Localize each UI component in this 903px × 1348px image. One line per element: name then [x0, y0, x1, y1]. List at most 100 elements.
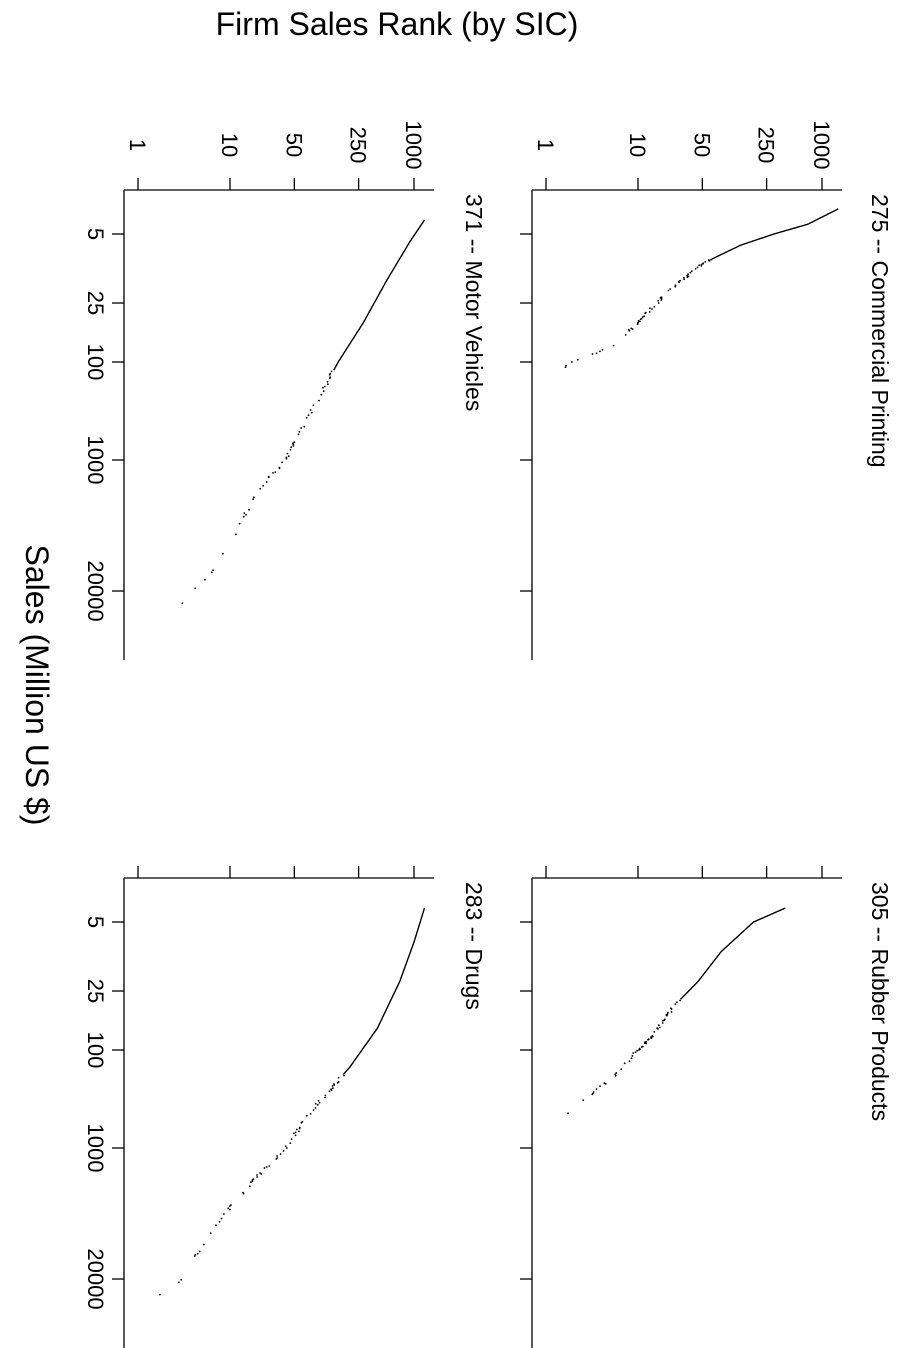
data-point: [630, 1057, 633, 1059]
data-point: [624, 334, 627, 336]
data-point: [220, 1217, 223, 1220]
data-point: [281, 461, 283, 464]
sales-tick-label: 5: [83, 916, 108, 928]
sales-tick-label: 100: [83, 1032, 108, 1069]
data-point: [276, 1155, 278, 1157]
data-point: [196, 1252, 199, 1255]
sales-tick-label: 1000: [83, 436, 108, 485]
data-point: [235, 533, 237, 536]
data-point: [700, 263, 703, 266]
data-point: [259, 1172, 261, 1174]
data-point: [698, 264, 701, 267]
data-point: [268, 1165, 271, 1167]
data-point: [314, 1102, 317, 1105]
data-point: [330, 370, 333, 373]
data-point: [274, 471, 277, 473]
data-point: [307, 414, 310, 417]
data-point: [595, 1088, 598, 1090]
data-point: [228, 1205, 231, 1207]
data-point: [286, 1147, 288, 1149]
data-point: [599, 1085, 601, 1087]
data-point: [292, 1132, 295, 1135]
rank-size-curve: [342, 907, 426, 1076]
data-point: [657, 299, 660, 302]
data-point: [599, 350, 601, 353]
panel-title: 275 -- Commercial Printing: [867, 194, 893, 468]
data-point: [282, 1150, 285, 1152]
data-point: [615, 1072, 618, 1074]
data-point: [658, 1026, 661, 1029]
data-point: [204, 578, 206, 581]
data-point: [337, 1076, 340, 1079]
data-point: [663, 1019, 666, 1021]
data-point: [343, 1074, 345, 1077]
data-point: [249, 1181, 252, 1183]
data-point: [689, 271, 692, 274]
data-point: [265, 1166, 268, 1168]
data-point: [193, 1255, 196, 1257]
data-point: [643, 315, 646, 318]
data-point: [295, 1128, 298, 1131]
data-point: [708, 260, 711, 262]
data-point: [628, 1060, 631, 1062]
data-point: [300, 1121, 303, 1124]
data-point: [328, 1090, 331, 1093]
rank-tick-label: 1: [125, 139, 150, 151]
data-point: [336, 1082, 339, 1084]
data-point: [285, 457, 288, 460]
data-point: [316, 1103, 319, 1106]
data-point: [292, 443, 295, 446]
data-point: [324, 1096, 326, 1099]
data-point: [623, 1062, 626, 1065]
data-point: [657, 1028, 659, 1030]
data-point: [290, 1138, 293, 1141]
data-point: [576, 358, 579, 361]
data-point: [660, 297, 663, 300]
data-point: [318, 399, 320, 402]
data-point: [324, 1094, 327, 1097]
data-point: [601, 349, 604, 351]
data-point: [631, 328, 634, 330]
data-point: [298, 1130, 300, 1133]
data-point: [679, 999, 681, 1002]
data-point: [289, 448, 292, 451]
data-point: [667, 1011, 669, 1014]
data-point: [278, 467, 281, 470]
data-point: [245, 514, 247, 516]
data-point: [292, 445, 295, 447]
data-point: [630, 327, 633, 330]
figure-rank-label: Firm Sales Rank (by SIC): [216, 6, 579, 42]
data-point: [210, 571, 213, 574]
data-point: [293, 441, 296, 443]
data-point: [260, 1173, 263, 1175]
data-point: [595, 352, 598, 355]
rank-tick-label: 250: [346, 127, 371, 164]
data-point: [636, 1049, 638, 1052]
data-point: [683, 278, 685, 281]
data-point: [333, 1084, 336, 1086]
rank-tick-label: 50: [689, 133, 714, 157]
data-point: [290, 446, 293, 449]
data-point: [203, 1243, 205, 1246]
data-point: [686, 274, 688, 277]
data-point: [320, 393, 323, 396]
data-point: [267, 476, 270, 479]
data-point: [194, 587, 197, 590]
data-point: [238, 522, 241, 525]
data-point: [252, 498, 255, 500]
data-point: [640, 1046, 643, 1048]
data-point: [620, 1068, 623, 1071]
panel-4: 283 -- Drugs 5 25 100 1000 20000: [83, 866, 487, 1348]
data-point: [212, 569, 215, 572]
data-point: [312, 1109, 315, 1111]
data-point: [687, 273, 689, 275]
panel-title: 283 -- Drugs: [461, 882, 487, 1010]
data-point: [309, 1113, 312, 1115]
data-point: [592, 1091, 595, 1093]
data-point: [327, 383, 329, 386]
data-point: [289, 1142, 292, 1144]
data-point: [256, 1176, 258, 1178]
data-point: [704, 261, 707, 263]
data-point: [674, 1003, 677, 1005]
